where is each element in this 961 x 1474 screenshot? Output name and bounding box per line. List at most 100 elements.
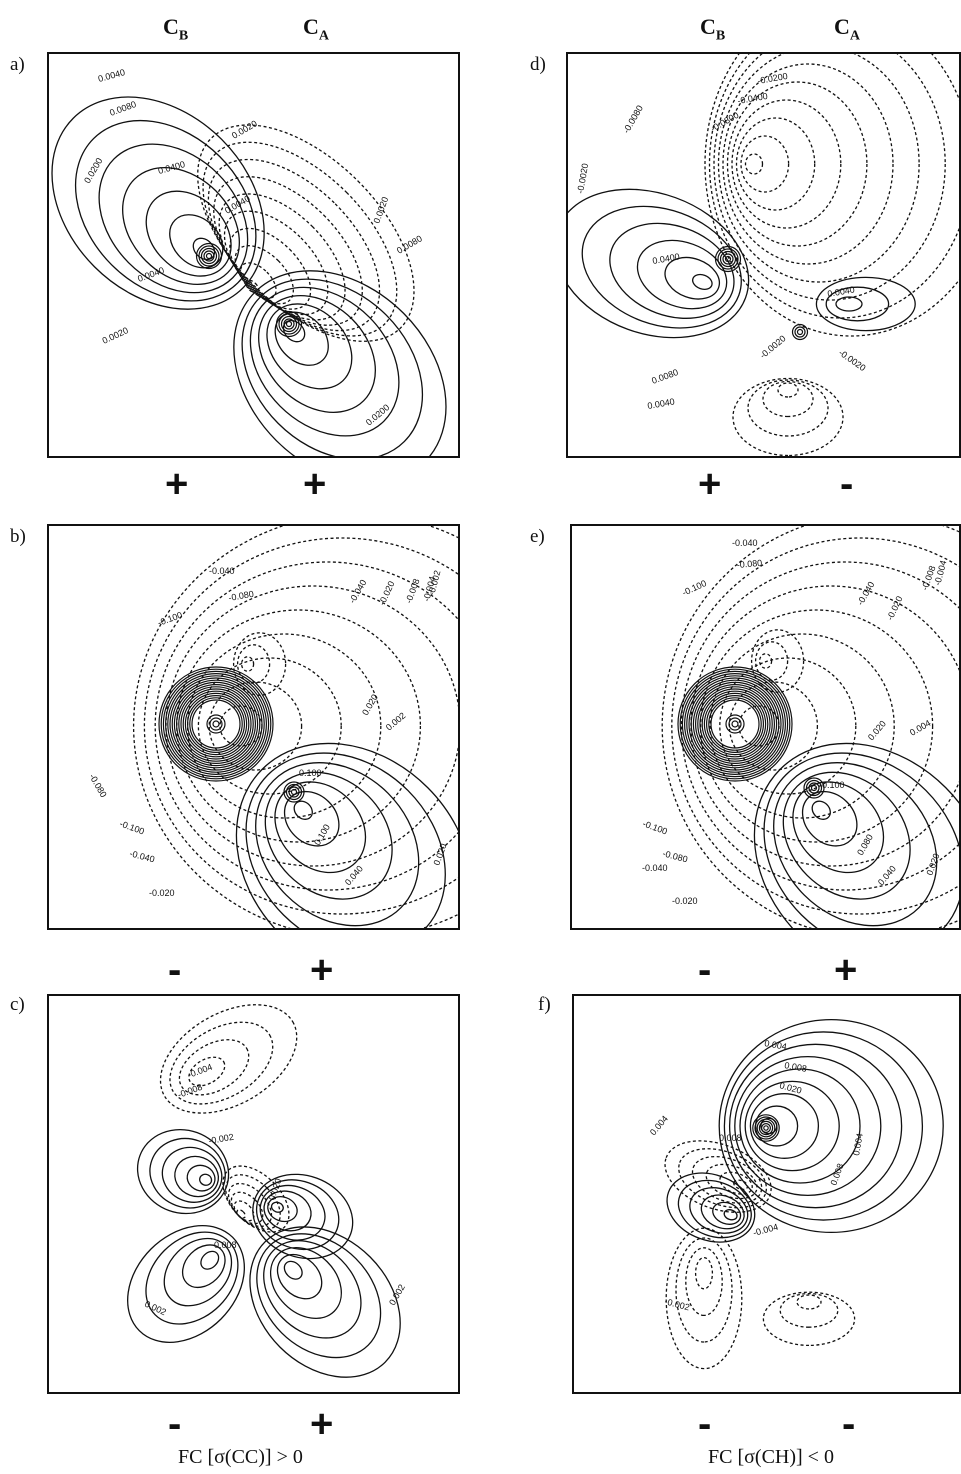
caption-left: FC [σ(CC)] > 0 (178, 1446, 303, 1468)
contour-value-label: -0.040 (732, 538, 758, 548)
contour-value-label: -0.040 (347, 578, 368, 605)
solid-lobe-upper (718, 1018, 944, 1234)
contour-value-label: 0.0020 (101, 325, 130, 346)
sign-b-left: - (168, 948, 182, 992)
contour-value-label: 0.100 (299, 768, 322, 778)
solid-lobe-right (815, 276, 916, 332)
contour-value-label: 0.004 (648, 1114, 670, 1138)
caption-right: FC [σ(CH)] < 0 (708, 1446, 834, 1468)
sign-e-right: + (834, 948, 858, 992)
contour-value-label: 0.0040 (97, 67, 126, 84)
panel-label-c: c) (10, 994, 25, 1015)
dashed-lobe-upper (159, 1004, 298, 1114)
header-cb-right: CB (700, 14, 726, 44)
contour-value-label: -0.080 (87, 772, 108, 799)
contour-value-label: -0.020 (149, 888, 175, 898)
contour-value-label: -0.040 (209, 566, 235, 576)
contour-value-label: 0.008 (719, 1133, 742, 1143)
sign-a-left: + (165, 462, 189, 506)
dashed-lobe-upper (704, 54, 959, 337)
contour-value-label: -0.002 (426, 569, 442, 596)
contour-value-label: 0.080 (855, 832, 875, 857)
solid-lobe-lower-right (235, 742, 458, 928)
contour-value-label: 0.0400 (652, 251, 681, 266)
contour-value-label: 0.0040 (136, 265, 165, 284)
contour-value-label: -0.040 (128, 848, 155, 864)
contour-value-label: 0.0080 (650, 367, 679, 386)
contour-value-label: -0.100 (156, 610, 183, 628)
contour-value-label: 0.004 (851, 1132, 865, 1156)
contour-value-label: 0.0080 (108, 99, 137, 118)
contour-plot-d: -0.0200 -0.0400 -0.0800 -0.0080 -0.0020 0.040… (566, 52, 961, 458)
contour-value-label: 0.0040 (827, 284, 856, 299)
contour-value-label: 0.0040 (223, 193, 252, 215)
contour-plot-a: 0.0040 0.0080 0.0200 0.0400 0.0020 0.0040 0.00… (47, 52, 460, 458)
sign-b-right: + (310, 948, 334, 992)
sign-e-left: - (698, 948, 712, 992)
contour-value-label: 0.008 (214, 1240, 237, 1250)
contour-value-label: 0.040 (876, 864, 898, 888)
contour-value-label: 0.004 (908, 718, 933, 738)
solid-lobe-lower-left (127, 1225, 245, 1343)
sign-c-right: + (310, 1402, 334, 1446)
sign-d-right: - (840, 462, 854, 506)
contour-value-label: -0.0020 (575, 163, 590, 195)
contour-value-label: 0.0040 (647, 396, 676, 411)
nucleus-center (752, 1114, 780, 1142)
contour-value-label: -0.100 (118, 818, 145, 836)
contour-value-label: -0.008 (176, 1082, 203, 1100)
contour-value-label: -0.004 (186, 1062, 213, 1080)
contour-plot-e: -0.040 -0.080 -0.100 -0.040 -0.020 -0.008 -0.0… (570, 524, 961, 930)
sign-a-right: + (303, 462, 327, 506)
contour-value-label: 0.020 (360, 692, 380, 717)
sign-c-left: - (168, 1402, 182, 1446)
dashed-lobe-lower-right (762, 1291, 856, 1347)
nucleus-center (283, 781, 305, 803)
contour-value-label: -0.100 (641, 818, 668, 836)
contour-value-label: -0.040 (642, 863, 668, 873)
contour-plot-b: -0.040 -0.080 -0.100 -0.040 -0.020 -0.008 -0.0… (47, 524, 460, 930)
contour-value-label: -0.040 (855, 580, 876, 607)
solid-lobe-lower-right (233, 270, 447, 456)
solid-lobe-lower-right (249, 1226, 401, 1378)
sign-f-left: - (698, 1402, 712, 1446)
panel-label-d: d) (530, 54, 546, 75)
nucleus-center (206, 714, 226, 734)
panel-label-b: b) (10, 526, 26, 547)
nucleus-center (714, 245, 742, 273)
contour-value-label: -0.004 (752, 1222, 779, 1238)
contour-value-label: -0.020 (672, 896, 698, 906)
contour-value-label: 0.008 (828, 1162, 845, 1187)
contour-value-label: -0.080 (736, 558, 762, 570)
contour-value-label: 0.0200 (364, 402, 392, 427)
contour-value-label: 0.002 (387, 1282, 407, 1307)
header-cb-left: CB (163, 14, 189, 44)
dashed-lobe-lower-left (665, 1227, 743, 1370)
contour-plot-f: 0.004 0.008 0.020 0.004 0.004 0.008 0.008 -0.00… (572, 994, 961, 1394)
contour-value-label: 0.004 (764, 1038, 788, 1052)
solid-lobe-left (568, 188, 750, 339)
contour-plot-c: -0.004 -0.008 -0.002 0.008 0.002 0.002 0.020 (47, 994, 460, 1394)
contour-value-label: 0.020 (924, 852, 941, 877)
panel-label-f: f) (538, 994, 551, 1015)
sign-d-left: + (698, 462, 722, 506)
contour-value-label: -0.100 (681, 578, 708, 598)
nucleus-center (725, 714, 745, 734)
contour-value-label: -0.0400 (737, 91, 769, 106)
contour-value-label: -0.080 (228, 589, 255, 603)
contour-value-label: -0.0080 (621, 104, 645, 135)
nucleus-center (275, 310, 303, 338)
panel-label-a: a) (10, 54, 25, 75)
contour-value-label: -0.0020 (758, 333, 788, 360)
nucleus-center (803, 777, 825, 799)
contour-value-label: -0.002 (663, 1296, 690, 1312)
header-ca-right: CA (834, 14, 861, 44)
contour-value-label: 0.0020 (230, 118, 259, 140)
dashed-lobe-center (197, 124, 415, 342)
contour-value-label: -0.0020 (837, 347, 868, 373)
contour-value-label: -0.020 (885, 594, 905, 621)
nucleus-center (195, 242, 223, 270)
contour-value-label: 0.002 (384, 710, 408, 732)
contour-value-label: -0.0800 (709, 110, 740, 134)
dense-core-ring (158, 666, 274, 782)
